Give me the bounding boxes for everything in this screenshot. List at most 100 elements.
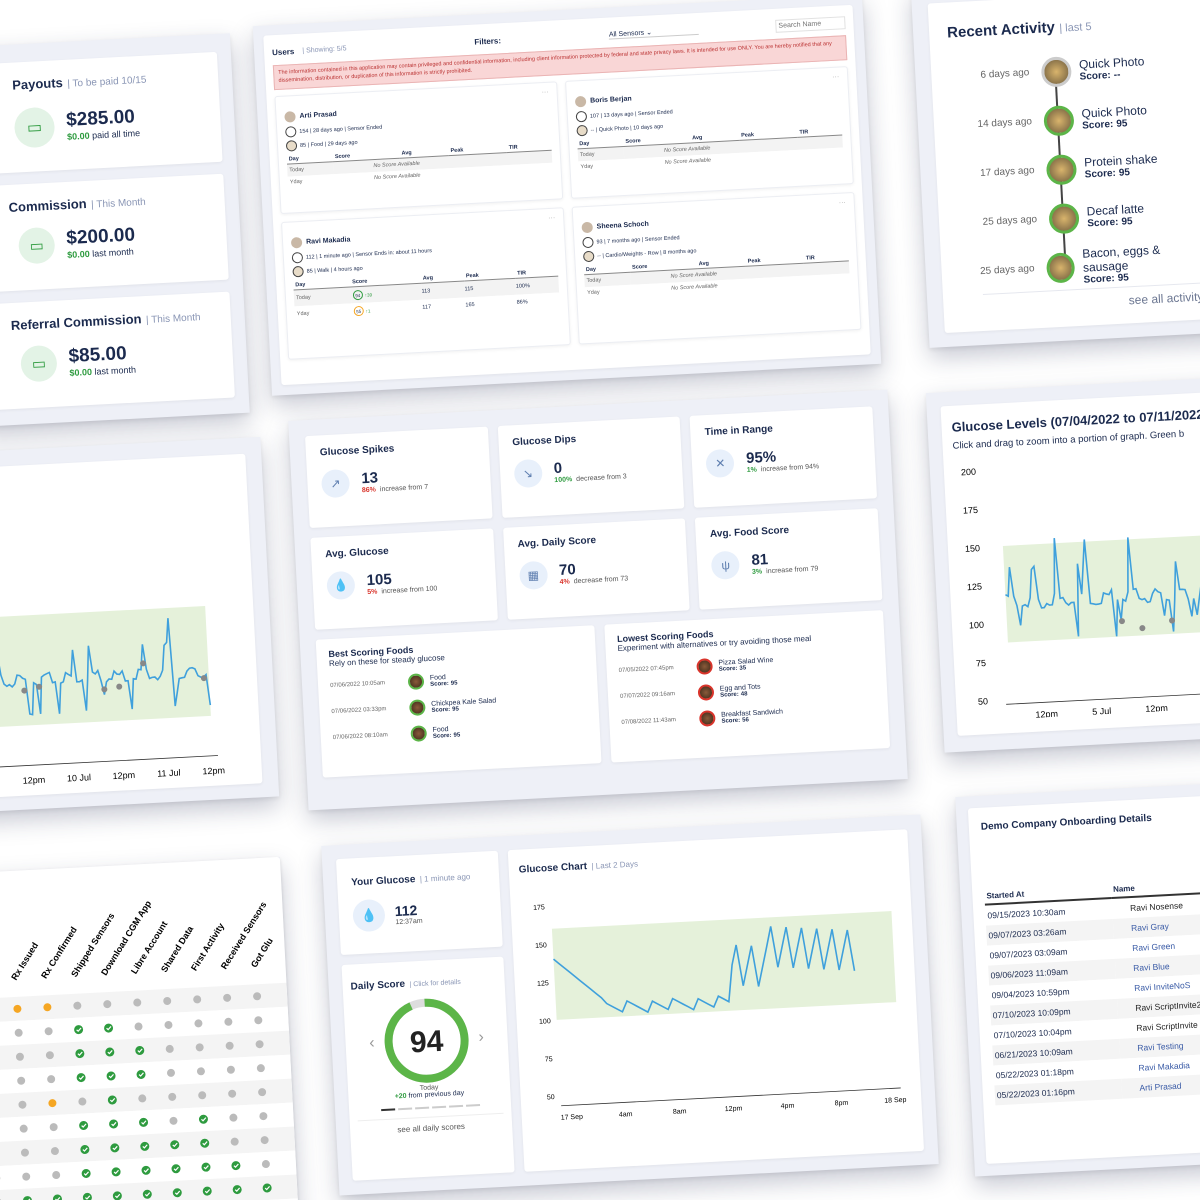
chevron-left-icon[interactable]: ‹ [368, 1034, 376, 1052]
sensor-select[interactable]: All Sensors ⌄ [608, 25, 699, 40]
score-label: Score: [430, 680, 450, 688]
check-mark [109, 1097, 116, 1103]
food-item[interactable]: 07/06/2022 10:05am Food Score: 95 [330, 665, 585, 694]
cash-icon: ▭ [17, 226, 56, 265]
user-name[interactable]: Arti Prasad [299, 111, 338, 121]
user-card[interactable]: ··· Boris Berjan 107 | 13 days ago | Senso… [565, 66, 854, 200]
score-label: Score: [1081, 118, 1114, 132]
check-icon [110, 1143, 120, 1153]
score-delta: ↑39 [364, 292, 373, 299]
stat-pct: 1% [746, 466, 758, 475]
glucose-levels-panel: Glucose Levels (07/04/2022 to 07/11/2022… [925, 377, 1200, 753]
users-title: Users [271, 46, 295, 57]
event-marker[interactable] [1169, 617, 1176, 624]
chevron-right-icon[interactable]: › [478, 1028, 485, 1046]
event-marker[interactable] [36, 683, 43, 690]
see-all-daily-scores-link[interactable]: see all daily scores [357, 1112, 505, 1137]
payouts-small: $0.00 [66, 130, 90, 142]
avg-cell: 117 [422, 304, 432, 312]
check-mark [83, 1171, 90, 1176]
glucose-chart: 175 150 125 100 75 50 17 Sep 4am 8am 12pm 4pm 8pm 18… [533, 904, 907, 1122]
check-icon [111, 1167, 121, 1177]
x-tick-label: 17 Sep [561, 1114, 584, 1122]
user-card[interactable]: ··· Sheena Schoch 93 | 7 months ago | Sens… [571, 192, 862, 345]
incomplete-dot [73, 1001, 82, 1010]
your-glucose-sub: | 1 minute ago [419, 872, 471, 884]
event-marker[interactable] [1139, 625, 1146, 632]
glucose-status: 93 | 7 months ago | Sensor Ended [596, 235, 680, 246]
pending-dot [13, 1004, 22, 1013]
food-item[interactable]: 07/08/2022 11:43am Breakfast Sandwich Scor… [621, 702, 876, 731]
user-name[interactable]: Sheena Schoch [596, 221, 649, 231]
activity-score: 95 [1118, 167, 1131, 179]
check-mark [141, 1120, 147, 1125]
check-icon [22, 1196, 32, 1200]
check-icon [104, 1023, 114, 1033]
payouts-sub: | To be paid 10/15 [67, 74, 147, 90]
check-mark [107, 1050, 113, 1055]
event-marker[interactable] [21, 687, 28, 694]
event-marker[interactable] [1118, 618, 1125, 625]
avatar [284, 111, 296, 124]
check-mark [138, 1072, 144, 1077]
food-time: 07/06/2022 03:33pm [331, 706, 387, 716]
user-score-table: Day Score Avg Peak TIR Today 94 ↑39 113 115 100% Yd… [293, 267, 560, 323]
search-name-input[interactable] [775, 15, 846, 33]
incomplete-dot [103, 1000, 112, 1009]
x-tick-label: 4am [619, 1111, 633, 1119]
check-icon [170, 1140, 180, 1150]
food-time: 07/08/2022 11:43am [621, 717, 677, 726]
x-tick-label: 4pm [781, 1103, 795, 1111]
daily-score-card[interactable]: Daily Score | Click for details ‹ 94 › T… [341, 956, 515, 1181]
matrix-row [0, 1006, 289, 1048]
incomplete-dot [230, 1137, 239, 1146]
x-tick-label: 18 Sep [884, 1097, 907, 1105]
score-label: Score: [431, 706, 451, 714]
glucose-widget-panel: Your Glucose | 1 minute ago 💧 112 12:37am… [321, 814, 939, 1196]
activity-icon [576, 125, 588, 137]
user-name[interactable]: Boris Berjan [589, 95, 632, 106]
food-photo [696, 658, 714, 675]
stat-card: Glucose Spikes ↗ 13 86% increase from 7 [305, 426, 493, 528]
x-tick-label: 10 Jul [67, 772, 92, 783]
stat-card: Time in Range ✕ 95% 1% increase from 94% [689, 406, 878, 508]
food-item[interactable]: 07/06/2022 03:33pm Chickpea Kale Salad Sco… [331, 691, 586, 720]
incomplete-dot [45, 1051, 54, 1060]
y-tick-label: 175 [963, 505, 979, 516]
event-marker[interactable] [116, 683, 123, 690]
stat-card: Avg. Food Score ψ 81 3% increase from 79 [695, 508, 883, 610]
onboarding-details-panel: Demo Company Onboarding Details Started … [955, 783, 1200, 1177]
event-marker[interactable] [200, 675, 207, 682]
incomplete-dot [228, 1089, 237, 1098]
incomplete-dot [224, 1017, 233, 1026]
tir-cell: 86% [516, 299, 528, 307]
drop-icon [582, 237, 594, 249]
y-tick-label: 50 [978, 696, 989, 707]
food-photo [1043, 104, 1075, 137]
check-icon [200, 1138, 210, 1148]
check-mark [111, 1121, 117, 1127]
user-name[interactable]: Ravi Makadia [305, 236, 351, 247]
user-card[interactable]: ··· Ravi Makadia 112 | 1 minute ago | Sens… [281, 207, 571, 361]
chevron-down-icon: ⌄ [645, 28, 653, 37]
activity-status: 85 | Walk | 4 hours ago [306, 265, 363, 275]
commission-card: Commission | This Month ▭ $200.00 $0.00 … [0, 173, 229, 293]
x-tick-label: 8am [673, 1108, 687, 1116]
check-icon [107, 1095, 117, 1105]
food-photo [1040, 55, 1073, 88]
check-mark [203, 1165, 209, 1170]
event-marker[interactable] [140, 660, 147, 667]
event-marker[interactable] [101, 686, 108, 693]
activity-time: 25 days ago [979, 263, 1035, 278]
your-glucose-value: 112 [394, 901, 418, 919]
check-icon [135, 1045, 145, 1055]
food-item[interactable]: 07/07/2022 09:16am Egg and Tots Score: 48 [620, 676, 875, 705]
incomplete-dot [14, 1028, 23, 1037]
user-card[interactable]: ··· Arti Prasad 154 | 28 days ago | Sensor… [274, 81, 564, 215]
users-panel: Users | Showing: 5/5 Filters: All Sensor… [252, 0, 882, 396]
food-item[interactable]: 07/06/2022 08:10am Food Score: 95 [332, 717, 587, 746]
stat-note: decrease from 73 [573, 575, 629, 586]
food-item[interactable]: 07/05/2022 07:45pm Pizza Salad Wine Score:… [618, 650, 873, 679]
